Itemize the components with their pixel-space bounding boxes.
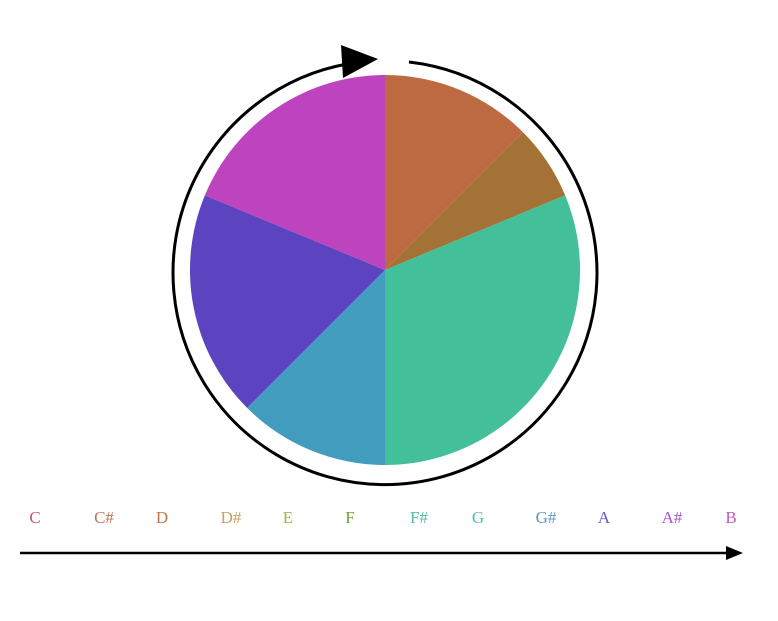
pie-slice-4 <box>247 270 385 465</box>
note-label: E <box>283 508 293 527</box>
direction-ring <box>171 60 599 487</box>
pie-slice-2 <box>385 132 566 270</box>
note-label: A <box>598 508 611 527</box>
pie-chart <box>189 75 581 465</box>
note-label: F# <box>410 508 428 527</box>
pie-slice-3 <box>385 195 581 465</box>
scale-axis-arrow-icon <box>726 546 743 560</box>
note-label: C <box>29 508 40 527</box>
note-label: D# <box>221 508 242 527</box>
note-label: F <box>345 508 354 527</box>
note-label: D <box>156 508 168 527</box>
note-scale: C C# D D# E F F# G G# A A# B <box>29 508 736 527</box>
pie-slice-6 <box>204 75 385 270</box>
note-label: G <box>472 508 484 527</box>
note-label: G# <box>536 508 557 527</box>
note-label: C# <box>94 508 114 527</box>
pie-slice-5 <box>189 195 385 408</box>
pie-slice-1 <box>385 75 523 270</box>
note-label: A# <box>662 508 683 527</box>
direction-arrowhead-icon <box>341 45 378 78</box>
note-label: B <box>725 508 736 527</box>
